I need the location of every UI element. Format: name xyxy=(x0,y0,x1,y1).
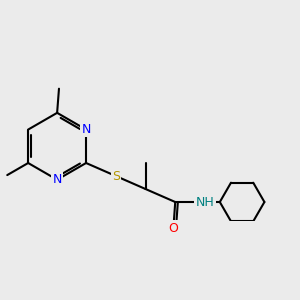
Text: N: N xyxy=(81,123,91,136)
Text: S: S xyxy=(112,169,120,182)
Text: N: N xyxy=(52,173,62,186)
Text: NH: NH xyxy=(196,196,214,208)
Text: O: O xyxy=(168,221,178,235)
